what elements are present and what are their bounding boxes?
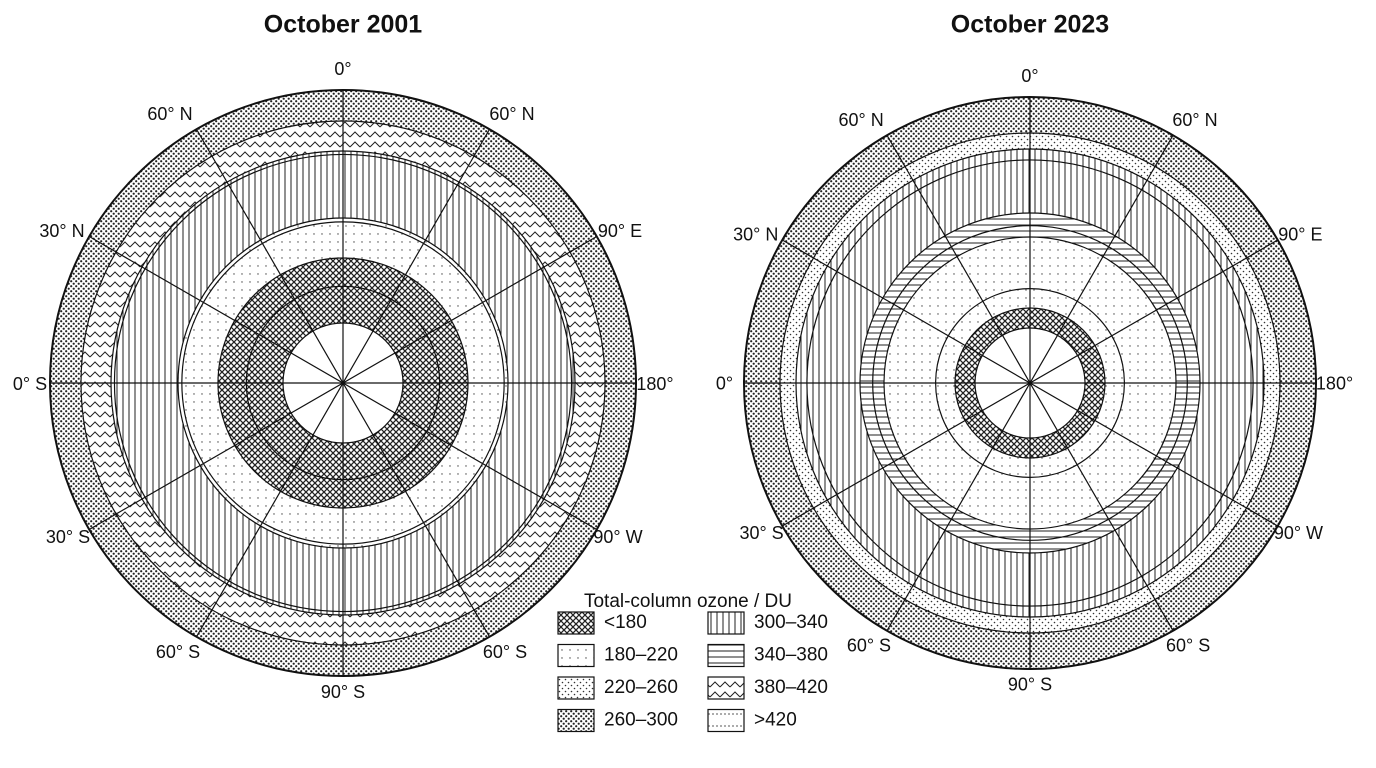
coordinate-label: 0° <box>334 59 351 79</box>
coordinate-label: 90° W <box>1274 523 1323 543</box>
legend-label: 340–380 <box>754 645 828 666</box>
coordinate-label: 90° W <box>593 527 642 547</box>
legend-title: Total-column ozone / DU <box>584 591 792 612</box>
coordinate-label: 30° S <box>739 523 783 543</box>
coordinate-label: 0° <box>1021 66 1038 86</box>
coordinate-label: 60° N <box>1172 110 1217 130</box>
coordinate-label: 180° <box>1316 374 1353 394</box>
coordinate-label: 90° S <box>321 682 365 702</box>
coordinate-label: 90° E <box>598 221 642 241</box>
legend-label: 220–260 <box>604 677 678 698</box>
legend-label: 180–220 <box>604 645 678 666</box>
map-title: October 2001 <box>264 11 423 39</box>
legend-swatch <box>707 708 745 733</box>
meridian <box>886 135 1174 631</box>
coordinate-label: 0° S <box>13 374 47 394</box>
coordinate-label: 30° N <box>39 221 84 241</box>
coordinate-label: 0° <box>716 374 733 394</box>
coordinate-label: 60° S <box>156 642 200 662</box>
coordinate-label: 60° S <box>847 635 891 655</box>
coordinate-label: 30° S <box>46 527 90 547</box>
legend-label: 260–300 <box>604 710 678 731</box>
legend-label: 380–420 <box>754 677 828 698</box>
polar-map <box>49 89 637 677</box>
legend-label: 300–340 <box>754 612 828 633</box>
legend-swatch <box>707 643 745 668</box>
legend-swatch <box>557 708 595 733</box>
legend-swatch <box>707 676 745 700</box>
coordinate-label: 30° N <box>733 224 778 244</box>
map-title: October 2023 <box>951 11 1109 39</box>
coordinate-label: 90° S <box>1008 674 1052 694</box>
coordinate-label: 60° S <box>1166 635 1210 655</box>
legend-label: <180 <box>604 612 647 633</box>
polar-map <box>743 96 1317 670</box>
coordinate-label: 90° E <box>1278 224 1322 244</box>
coordinate-label: 60° N <box>839 110 884 130</box>
coordinate-label: 60° N <box>147 104 192 124</box>
legend-label: >420 <box>754 710 797 731</box>
coordinate-label: 60° S <box>483 642 527 662</box>
legend-swatch <box>557 676 595 700</box>
legend-swatch <box>707 611 745 635</box>
coordinate-label: 180° <box>636 374 673 394</box>
map-border <box>743 96 1317 670</box>
meridian <box>195 128 491 638</box>
map-border <box>49 89 637 677</box>
coordinate-label: 60° N <box>489 104 534 124</box>
legend-swatch <box>557 643 595 668</box>
legend-swatch <box>557 611 595 635</box>
